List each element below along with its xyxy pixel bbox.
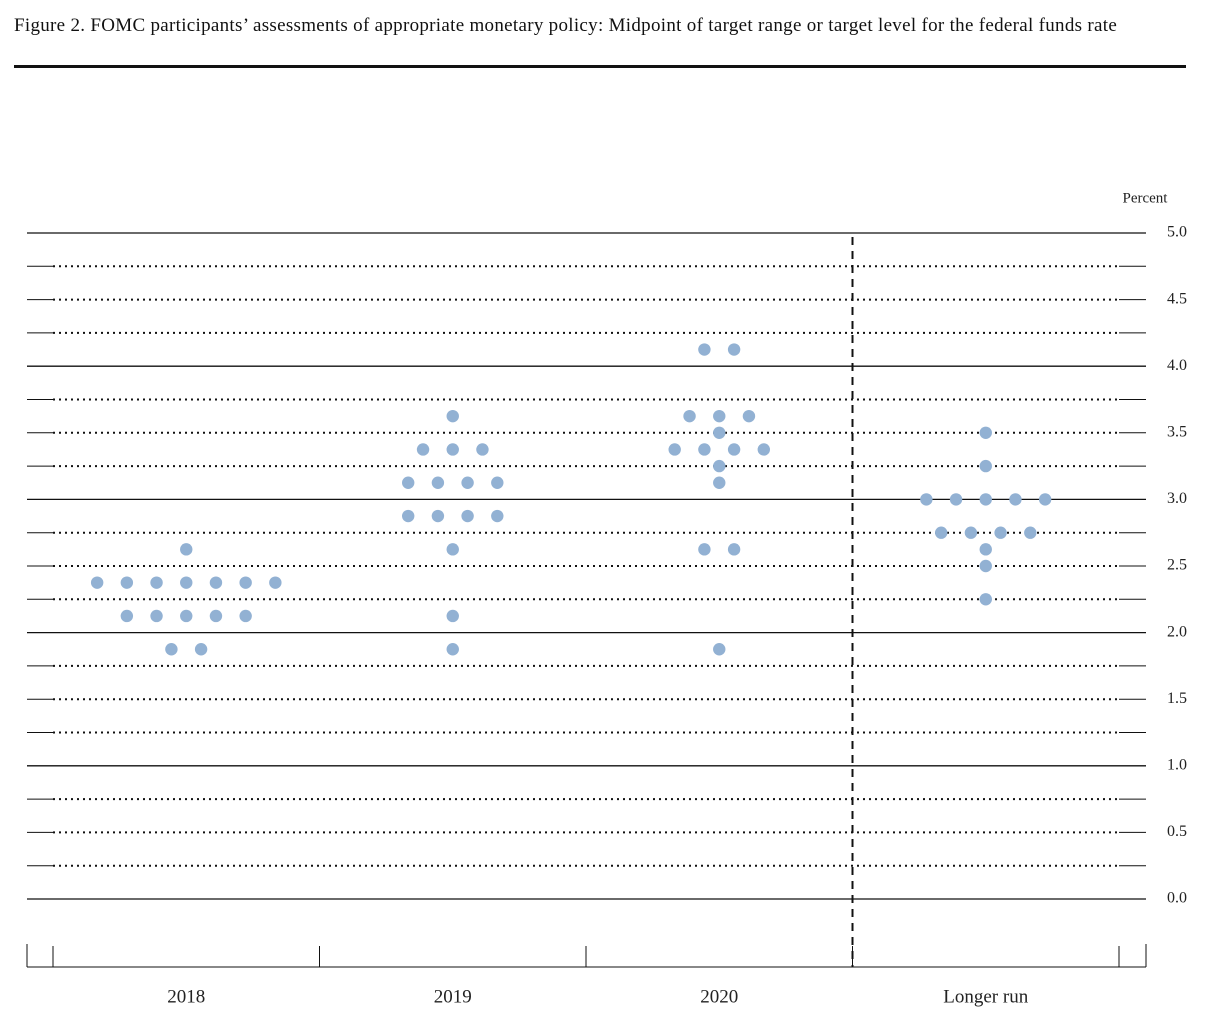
dot xyxy=(713,643,726,656)
chart-title: Figure 2. FOMC participants’ assessments… xyxy=(14,15,1118,36)
dot xyxy=(727,443,741,456)
dot xyxy=(120,609,134,623)
dot xyxy=(209,609,223,623)
dot xyxy=(150,609,163,623)
dot xyxy=(727,543,741,556)
dot xyxy=(979,459,992,473)
dot xyxy=(446,409,459,423)
y-tick-label: 5.0 xyxy=(1167,224,1187,241)
dot xyxy=(165,643,178,656)
dot xyxy=(1009,493,1022,506)
x-tick-label: 2019 xyxy=(434,986,472,1007)
dot xyxy=(150,576,163,589)
dot xyxy=(698,443,711,456)
dot xyxy=(402,476,415,489)
y-tick-label: 1.5 xyxy=(1167,690,1187,707)
y-tick-label: 3.5 xyxy=(1167,423,1187,440)
dot xyxy=(90,576,104,589)
dot xyxy=(698,543,711,556)
dot xyxy=(446,643,459,656)
dot xyxy=(416,443,430,456)
dot xyxy=(431,476,445,489)
dot xyxy=(461,509,474,523)
x-tick-label: 2018 xyxy=(167,986,205,1007)
dot xyxy=(180,543,193,556)
dot xyxy=(1038,493,1052,506)
x-tick-label: Longer run xyxy=(943,986,1028,1007)
dot xyxy=(194,643,208,656)
dot xyxy=(239,576,252,589)
dot xyxy=(979,593,992,606)
dot xyxy=(402,509,415,523)
dot xyxy=(994,526,1007,539)
dot xyxy=(713,409,726,423)
dot xyxy=(727,343,741,356)
dot xyxy=(979,426,992,439)
y-tick-label: 2.5 xyxy=(1167,557,1187,574)
dot xyxy=(964,526,978,539)
dot xyxy=(742,409,756,423)
dot xyxy=(209,576,223,589)
dot xyxy=(461,476,474,489)
y-tick-label: 3.0 xyxy=(1167,490,1187,507)
dot xyxy=(698,343,711,356)
dot xyxy=(269,576,282,589)
y-tick-label: 0.5 xyxy=(1167,823,1187,840)
dot xyxy=(446,609,459,623)
dot xyxy=(713,476,726,489)
title-rule xyxy=(14,65,1186,68)
dot xyxy=(949,493,963,506)
dot xyxy=(713,459,726,473)
dot xyxy=(979,543,992,556)
y-tick-label: 1.0 xyxy=(1167,756,1187,773)
dot xyxy=(180,609,193,623)
dot xyxy=(446,443,459,456)
y-tick-label: 4.5 xyxy=(1167,290,1187,307)
dot xyxy=(180,576,193,589)
x-tick-label: 2020 xyxy=(700,986,738,1007)
dot xyxy=(491,476,504,489)
dot xyxy=(920,493,933,506)
dot xyxy=(446,543,459,556)
dot xyxy=(476,443,489,456)
dot xyxy=(713,426,726,439)
dot xyxy=(120,576,134,589)
y-axis-label: Percent xyxy=(1123,190,1169,206)
dot xyxy=(979,493,992,506)
y-tick-label: 0.0 xyxy=(1167,890,1187,907)
dot xyxy=(683,409,696,423)
y-tick-label: 2.0 xyxy=(1167,623,1187,640)
dot xyxy=(935,526,948,539)
dot xyxy=(668,443,681,456)
dot xyxy=(431,509,445,523)
dot xyxy=(757,443,770,456)
dot xyxy=(239,609,252,623)
dot xyxy=(491,509,504,523)
dot xyxy=(1024,526,1037,539)
dot xyxy=(979,559,992,573)
y-tick-label: 4.0 xyxy=(1167,357,1187,374)
